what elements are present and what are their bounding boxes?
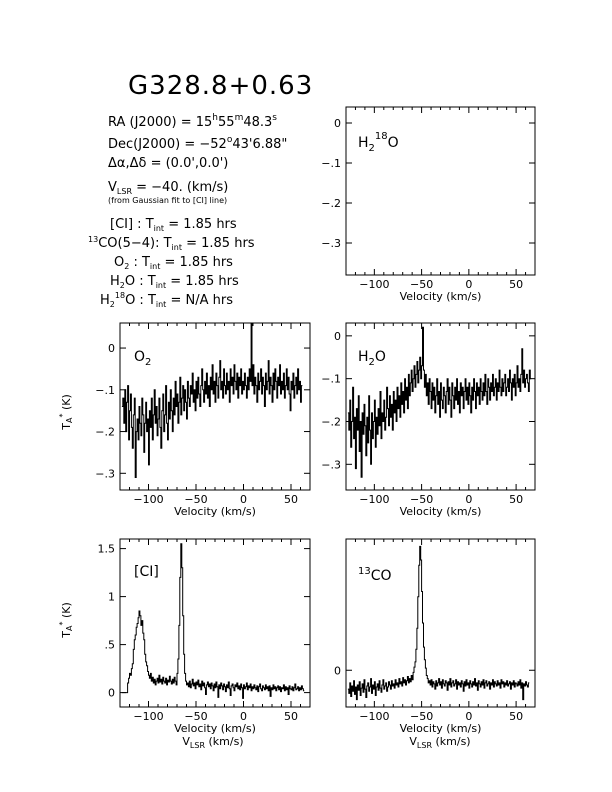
x-tick-label: 0 <box>465 278 472 291</box>
x-tick-label: −100 <box>133 493 163 506</box>
spectrum-trace <box>347 545 530 701</box>
tint-13co: 13CO(5−4): Tint = 1.85 hrs <box>88 235 255 252</box>
y-tick-label: −.2 <box>321 197 341 210</box>
y-tick-label: −.3 <box>321 237 341 250</box>
tint-h2o: H2O : Tint = 1.85 hrs <box>110 274 239 290</box>
ylabel-ci: TA* (K) <box>58 602 74 639</box>
x-tick-label: 50 <box>509 278 523 291</box>
tint-o2: O2 : Tint = 1.85 hrs <box>114 255 233 271</box>
y-tick-label: 0 <box>334 664 341 677</box>
label-h2-18o: H218O <box>358 131 399 154</box>
x-tick-label: 50 <box>509 493 523 506</box>
x-axis-label: Velocity (km/s) <box>400 290 482 303</box>
x-tick-label: −100 <box>133 710 163 723</box>
y-tick-label: 0 <box>108 342 115 355</box>
ylabel-o2: TA* (K) <box>58 394 74 431</box>
y-tick-label: 0 <box>334 117 341 130</box>
y-tick-label: .5 <box>105 639 116 652</box>
tint-ci: [CI] : Tint = 1.85 hrs <box>110 217 237 233</box>
x-tick-label: 50 <box>284 493 298 506</box>
y-tick-label: −.2 <box>321 415 341 428</box>
y-tick-label: −.1 <box>321 373 341 386</box>
x-tick-label: −50 <box>184 710 207 723</box>
x-axis-label: Velocity (km/s) <box>400 505 482 518</box>
y-tick-label: 1 <box>108 591 115 604</box>
x-tick-label: 0 <box>240 710 247 723</box>
x-tick-label: −50 <box>410 493 433 506</box>
x-tick-label: 50 <box>509 710 523 723</box>
spectrum-trace <box>347 326 532 478</box>
offset-line: Δα,Δδ = (0.0',0.0') <box>108 156 228 171</box>
spectrum-trace <box>121 322 303 478</box>
label-h2o: H2O <box>358 349 386 368</box>
y-tick-label: 1.5 <box>98 543 116 556</box>
label-ci: [CI] <box>134 564 159 580</box>
x-tick-label: −100 <box>359 710 389 723</box>
x-tick-label: −50 <box>184 493 207 506</box>
x-axis-label: Velocity (km/s) <box>400 722 482 735</box>
vlsr-note: (from Gaussian fit to [CI] line) <box>108 196 227 205</box>
x-axis-label: Velocity (km/s) <box>174 722 256 735</box>
label-13co: 13CO <box>358 566 392 584</box>
dec-line: Dec(J2000) = −52o43'6.88" <box>108 135 287 152</box>
x-tick-label: 0 <box>240 493 247 506</box>
x-tick-label: 0 <box>465 710 472 723</box>
vlsr-line: VLSR = −40. (km/s) <box>108 180 228 196</box>
y-tick-label: 0 <box>334 330 341 343</box>
vlsr-xlabel-right: VLSR (km/s) <box>409 735 470 750</box>
ra-line: RA (J2000) = 15h55m48.3s <box>108 113 277 130</box>
x-tick-label: 50 <box>284 710 298 723</box>
label-o2: O2 <box>134 349 151 368</box>
y-tick-label: −.2 <box>95 426 115 439</box>
y-tick-label: −.3 <box>95 467 115 480</box>
spectrum-trace <box>121 543 305 699</box>
x-tick-label: −50 <box>410 278 433 291</box>
x-tick-label: 0 <box>465 493 472 506</box>
y-tick-label: −.1 <box>321 157 341 170</box>
y-tick-label: −.1 <box>95 384 115 397</box>
x-tick-label: −100 <box>359 278 389 291</box>
x-tick-label: −100 <box>359 493 389 506</box>
vlsr-xlabel-left: VLSR (km/s) <box>182 735 243 750</box>
x-tick-label: −50 <box>410 710 433 723</box>
y-tick-label: −.3 <box>321 458 341 471</box>
x-axis-label: Velocity (km/s) <box>174 505 256 518</box>
tint-h218o: H218O : Tint = N/A hrs <box>100 291 233 309</box>
figure-title: G328.8+0.63 <box>128 71 313 101</box>
y-tick-label: 0 <box>108 687 115 700</box>
